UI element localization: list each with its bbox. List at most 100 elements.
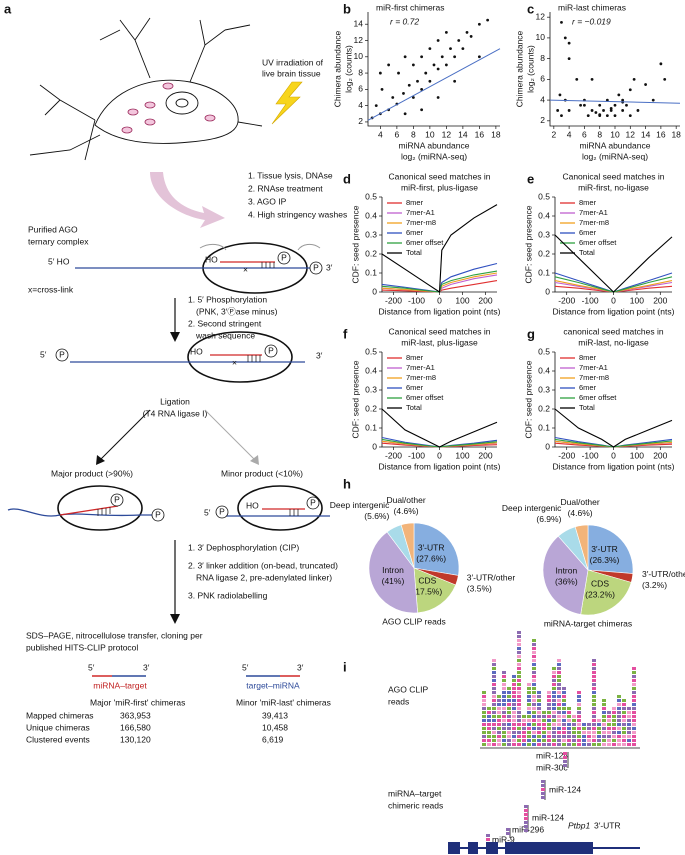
legend-label: 6mer offset (406, 393, 444, 402)
read (502, 715, 506, 718)
read (617, 707, 621, 710)
read (552, 743, 556, 746)
slice-value: (4.6%) (568, 508, 593, 518)
read (617, 739, 621, 742)
read (622, 719, 626, 722)
chimeric-read (541, 784, 545, 787)
x-tick-label: 100 (630, 450, 644, 460)
slice-value: (17.5%) (412, 586, 442, 596)
read (482, 711, 486, 714)
read (567, 731, 571, 734)
read (547, 715, 551, 718)
y-tick-label: 0.5 (365, 346, 377, 356)
read (592, 727, 596, 730)
read (487, 707, 491, 710)
read (552, 727, 556, 730)
mirna-label: miR-9 (492, 834, 515, 844)
read (602, 715, 606, 718)
read (517, 655, 521, 658)
legend-label: 6mer (406, 383, 424, 392)
point (651, 98, 655, 102)
read (592, 743, 596, 746)
pie-slice (580, 569, 632, 616)
read (577, 739, 581, 742)
chart-title: miR-last chimeras (558, 2, 626, 12)
read (517, 707, 521, 710)
major-label: Major product (>90%) (51, 468, 133, 478)
exon (448, 842, 460, 854)
read (562, 699, 566, 702)
read (597, 723, 601, 726)
read (492, 659, 496, 662)
read (592, 695, 596, 698)
y-tick-label: 0.1 (365, 267, 377, 277)
read (632, 727, 636, 730)
minor-label: Minor product (<10%) (221, 468, 303, 478)
point (579, 103, 582, 107)
read (542, 719, 546, 722)
read (617, 723, 621, 726)
read (612, 743, 616, 746)
slice-label: 3′-UTR (591, 544, 618, 554)
read (507, 735, 511, 738)
cell: 6,619 (262, 734, 284, 744)
mirna-label: miR-30c (536, 762, 568, 772)
read (552, 699, 556, 702)
read (602, 739, 606, 742)
read (517, 743, 521, 746)
y-tick-label: 0.4 (365, 365, 377, 375)
read (527, 739, 531, 742)
point (567, 41, 571, 45)
read (522, 715, 526, 718)
series-line (554, 276, 673, 293)
step: 4. High stringency washes (248, 209, 347, 219)
read (622, 699, 626, 702)
read (557, 731, 561, 734)
read (537, 739, 541, 742)
chart-title: miR-first, no-ligase (578, 182, 649, 192)
read (557, 703, 561, 706)
read (507, 723, 511, 726)
slice-label: 3′-UTR/other (467, 572, 516, 582)
read (532, 707, 536, 710)
point (391, 96, 395, 99)
step: 3. AGO IP (248, 196, 287, 206)
read (547, 731, 551, 734)
read (582, 743, 586, 746)
legend-label: Total (406, 403, 422, 412)
cell: 363,953 (120, 710, 151, 720)
x-axis-label: Distance from ligation point (nts) (379, 306, 501, 316)
read (502, 671, 506, 674)
read (557, 719, 561, 722)
read (632, 683, 636, 686)
read (537, 743, 541, 746)
read (517, 715, 521, 718)
read (612, 735, 616, 738)
x-axis-label: Distance from ligation point (nts) (553, 306, 675, 316)
point (420, 55, 424, 59)
step: (PNK, 3′Ⓟase minus) (196, 306, 278, 316)
read (497, 731, 501, 734)
point (453, 55, 457, 59)
read (492, 739, 496, 742)
point (621, 109, 625, 112)
read (502, 683, 506, 686)
read (627, 735, 631, 738)
read (592, 687, 596, 690)
read (552, 691, 556, 694)
read (597, 719, 601, 722)
point (449, 47, 452, 51)
read (552, 739, 556, 742)
point (397, 71, 400, 75)
x-tick-label: -200 (558, 295, 575, 305)
read (557, 687, 561, 690)
base-pairs (289, 509, 299, 516)
point (453, 79, 457, 83)
slice-value: (3.5%) (467, 583, 492, 593)
step: 1. 5′ Phosphorylation (188, 294, 267, 304)
x-tick-label: 100 (455, 295, 469, 305)
end-label: 5′ (88, 662, 95, 672)
read (627, 719, 631, 722)
point (605, 98, 609, 102)
read (547, 727, 551, 730)
